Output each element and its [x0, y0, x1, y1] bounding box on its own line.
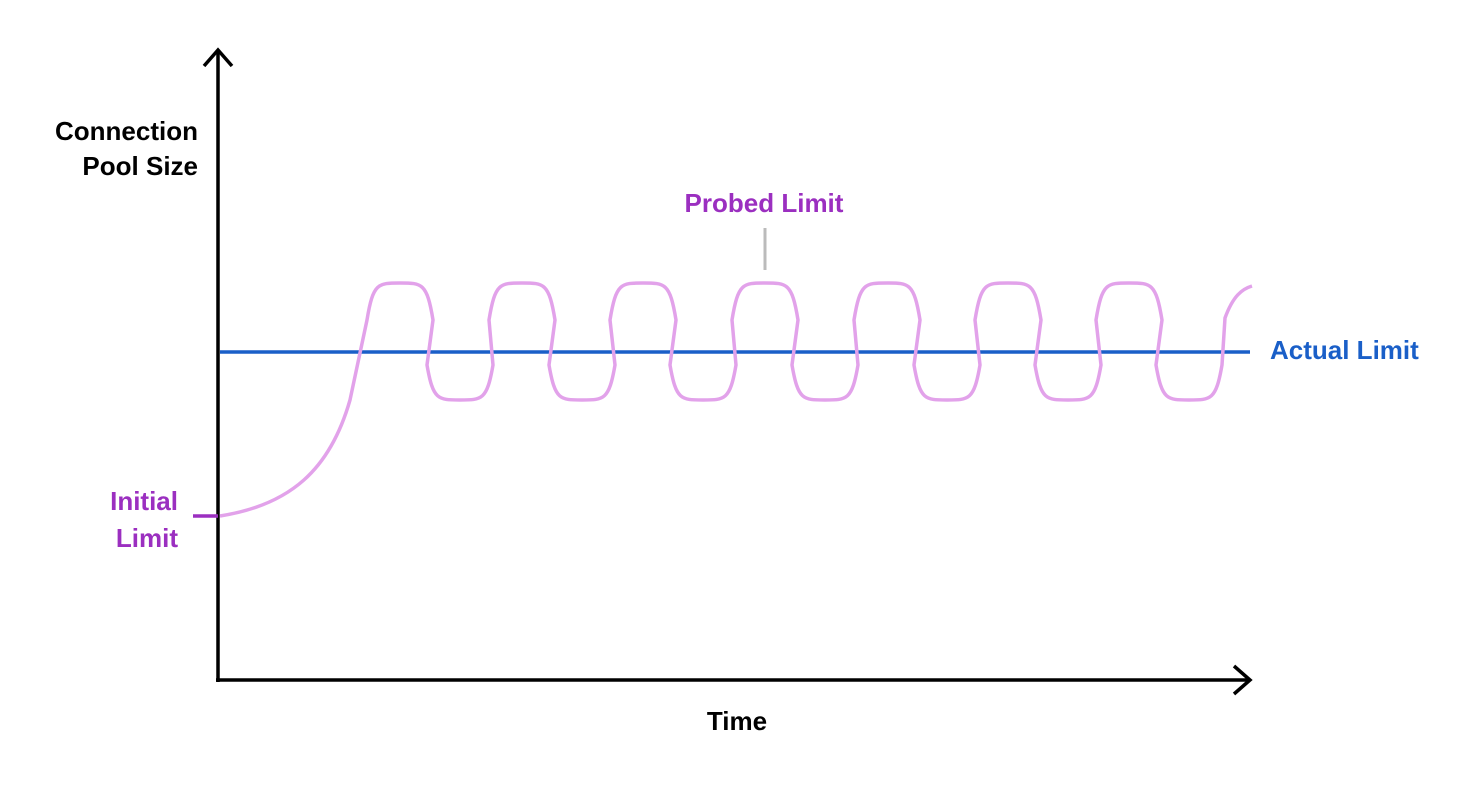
probed-limit-label: Probed Limit: [685, 188, 844, 218]
probe-curve: [219, 281, 1253, 518]
x-axis-label: Time: [707, 706, 767, 736]
y-axis-arrow: [202, 47, 234, 68]
y-axis-label: Connection: [55, 116, 198, 146]
initial-limit-label: Limit: [116, 523, 178, 553]
actual-limit-label: Actual Limit: [1270, 335, 1419, 365]
y-axis-label: Pool Size: [82, 151, 198, 181]
initial-limit-label: Initial: [110, 486, 178, 516]
x-axis-arrow: [1232, 664, 1253, 696]
